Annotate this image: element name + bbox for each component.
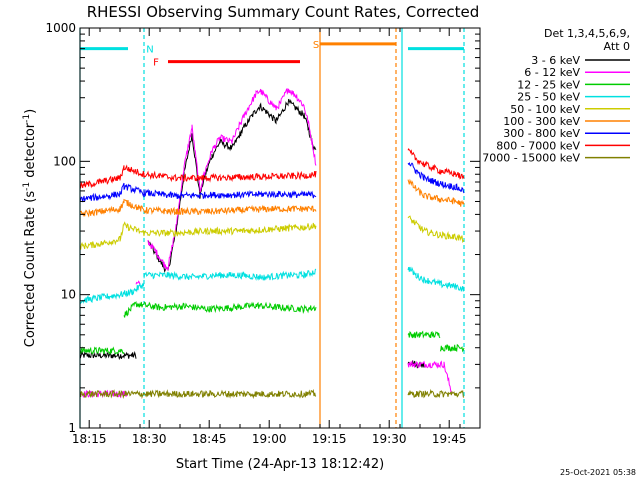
y-axis-title-sup1: -1 bbox=[22, 182, 32, 191]
legend-label-100-300-kev: 100 - 300 keV bbox=[503, 115, 580, 128]
plot-text-layer: RHESSI Observing Summary Count Rates, Co… bbox=[22, 3, 636, 477]
legend-label-25-50-kev: 25 - 50 keV bbox=[517, 91, 580, 104]
series-3-6-kev bbox=[79, 98, 425, 369]
legend-label-3-6-kev: 3 - 6 keV bbox=[531, 54, 580, 67]
flag-label-n: N bbox=[146, 45, 153, 56]
legend-label-6-12-kev: 6 - 12 keV bbox=[524, 66, 580, 79]
series-100-300-kev bbox=[79, 178, 465, 218]
series-25-50-kev bbox=[79, 266, 465, 305]
series-300-800-kev-segment-0 bbox=[79, 182, 317, 203]
y-tick-label-1000: 1000 bbox=[45, 21, 76, 35]
legend-label-50-100-kev: 50 - 100 keV bbox=[510, 103, 580, 116]
chart-title: RHESSI Observing Summary Count Rates, Co… bbox=[87, 3, 480, 21]
series-12-25-kev-segment-2 bbox=[407, 330, 441, 339]
series-25-50-kev-segment-0 bbox=[79, 282, 145, 305]
legend-label-800-7000-kev: 800 - 7000 keV bbox=[496, 139, 580, 152]
y-axis-title: Corrected Count Rate (s-1 detector-1) bbox=[22, 109, 38, 347]
series-50-100-kev-segment-1 bbox=[407, 215, 465, 243]
series-12-25-kev-segment-0 bbox=[79, 346, 125, 356]
x-axis-title: Start Time (24-Apr-13 18:12:42) bbox=[176, 457, 384, 472]
series-3-6-kev-segment-0 bbox=[79, 350, 137, 361]
series-6-12-kev-segment-2 bbox=[147, 88, 317, 271]
series-25-50-kev-segment-1 bbox=[143, 268, 317, 281]
y-tick-label-100: 100 bbox=[53, 154, 76, 168]
plot-frame-layer: 18:15 18:30 18:45 19:00 19:15 19:30 19:45 1 10 10… bbox=[45, 21, 481, 446]
y-axis-title-sup2: -1 bbox=[22, 114, 32, 123]
series-6-12-kev-segment-1 bbox=[135, 280, 141, 286]
series-300-800-kev bbox=[79, 161, 465, 203]
series-12-25-kev-segment-1 bbox=[123, 300, 317, 318]
flag-label-f: F bbox=[153, 58, 159, 69]
legend-label-7000-15000-kev: 7000 - 15000 keV bbox=[482, 152, 580, 165]
y-tick-label-10: 10 bbox=[61, 288, 76, 302]
series-6-12-kev-segment-3 bbox=[407, 360, 453, 395]
series-12-25-kev bbox=[79, 300, 465, 356]
series-50-100-kev bbox=[79, 215, 465, 250]
x-tick-label-19-15: 19:15 bbox=[312, 432, 347, 446]
legend-label-300-800-kev: 300 - 800 keV bbox=[503, 127, 580, 140]
y-axis-title-main: Corrected Count Rate (s bbox=[23, 191, 38, 348]
x-tick-label-18-15: 18:15 bbox=[72, 432, 107, 446]
series-7000-15000-kev bbox=[79, 388, 465, 400]
series-100-300-kev-segment-0 bbox=[79, 198, 317, 218]
x-tick-label-18-30: 18:30 bbox=[132, 432, 167, 446]
y-axis-title-end: ) bbox=[23, 109, 38, 114]
y-tick-label-1: 1 bbox=[68, 421, 76, 435]
x-tick-label-19-45: 19:45 bbox=[432, 432, 467, 446]
series-50-100-kev-segment-0 bbox=[79, 221, 317, 250]
x-tick-label-19-00: 19:00 bbox=[252, 432, 287, 446]
series-300-800-kev-segment-1 bbox=[407, 161, 465, 194]
y-axis-title-mid: detector bbox=[23, 122, 38, 182]
legend-header-detectors: Det 1,3,4,5,6,9, bbox=[544, 27, 630, 40]
footer-timestamp: 25-Oct-2021 05:38 bbox=[560, 468, 636, 477]
legend-header-attenuator: Att 0 bbox=[604, 40, 630, 53]
series-25-50-kev-segment-2 bbox=[407, 266, 465, 292]
series-800-7000-kev-segment-0 bbox=[79, 164, 317, 189]
series-800-7000-kev-segment-1 bbox=[407, 148, 465, 180]
plot-data-layer: NF S bbox=[79, 28, 465, 428]
x-tick-label-18-45: 18:45 bbox=[192, 432, 227, 446]
series-100-300-kev-segment-1 bbox=[407, 178, 465, 207]
series-800-7000-kev bbox=[79, 148, 465, 189]
series-12-25-kev-segment-3 bbox=[439, 343, 465, 353]
legend-label-12-25-kev: 12 - 25 keV bbox=[517, 78, 580, 91]
flag-label-s: S bbox=[313, 40, 319, 51]
series-7000-15000-kev-segment-1 bbox=[407, 388, 465, 399]
series-7000-15000-kev-segment-0 bbox=[79, 388, 317, 400]
x-tick-label-19-30: 19:30 bbox=[372, 432, 407, 446]
